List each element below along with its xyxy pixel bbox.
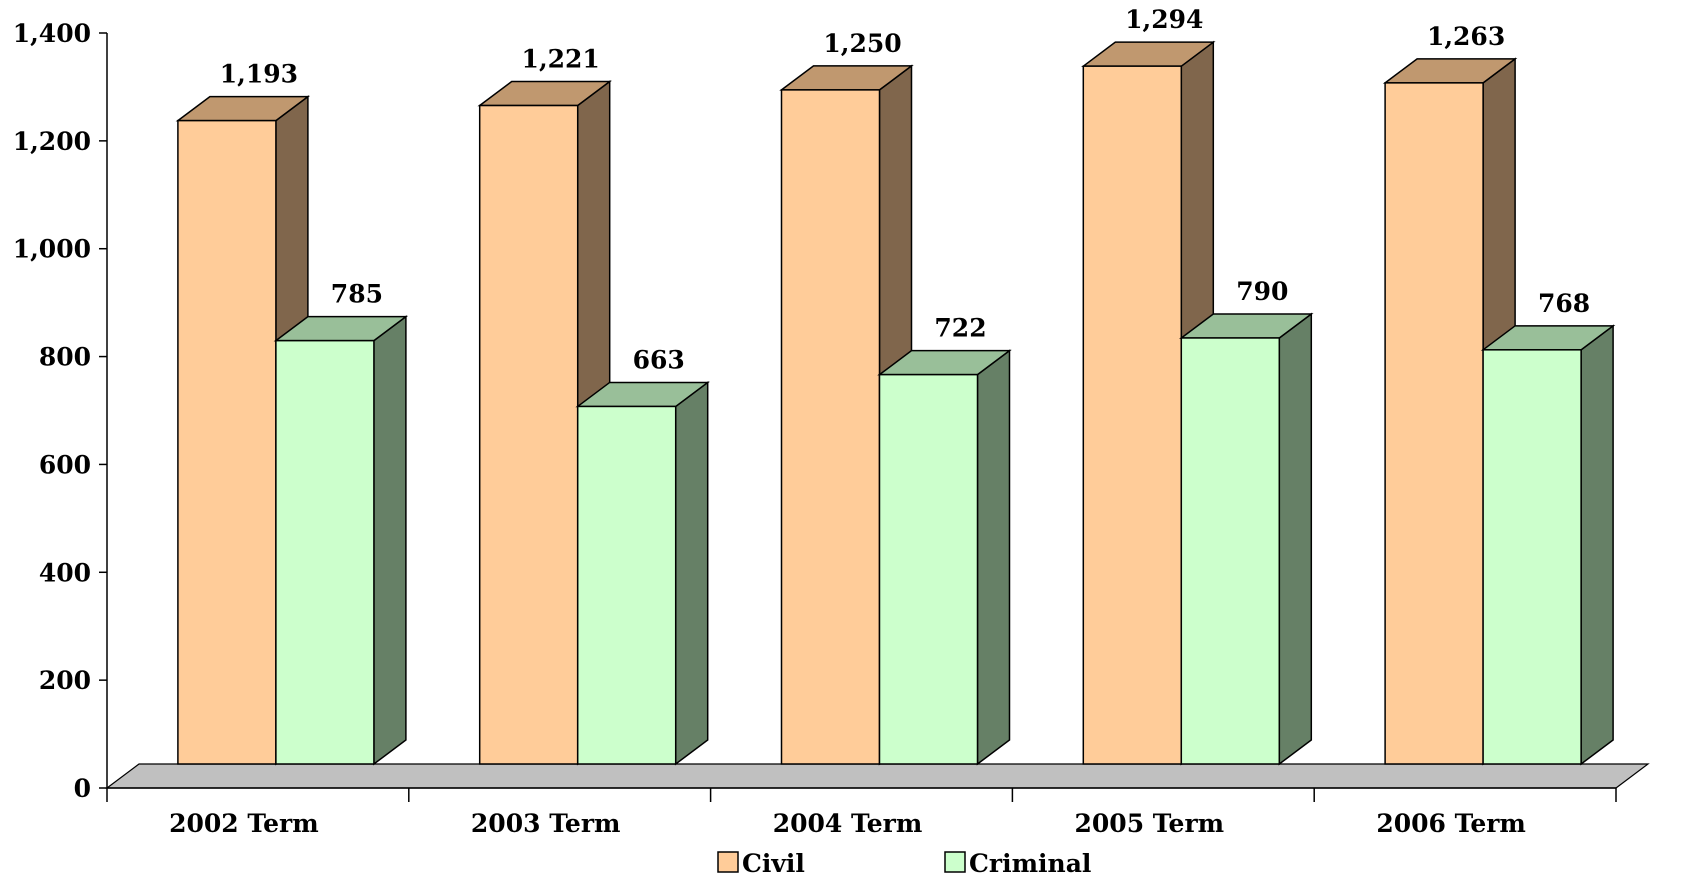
value-label-civil: 1,250 — [823, 29, 901, 58]
value-label-criminal: 768 — [1538, 289, 1590, 318]
y-tick-label: 1,000 — [13, 235, 91, 264]
y-tick-label: 600 — [39, 450, 91, 479]
x-category-label: 2006 Term — [1376, 809, 1526, 838]
bar-front-face — [1482, 349, 1582, 765]
data-labels: 1,193 785 1,221 663 1,250 722 1,294 790 1,263 768 — [220, 5, 1590, 374]
bar-side-face — [373, 315, 407, 766]
bar-side-face — [1580, 324, 1614, 766]
y-tick-label: 0 — [74, 774, 91, 803]
y-tick-label: 200 — [39, 666, 91, 695]
bar-front-face — [478, 104, 579, 765]
bar-criminal-2004-term — [877, 349, 1012, 766]
bar-front-face — [878, 373, 979, 765]
bar-front-face — [1180, 337, 1281, 765]
value-label-criminal: 663 — [633, 345, 685, 374]
y-tick-label: 1,200 — [13, 127, 91, 156]
legend-swatch-civil — [717, 851, 739, 873]
bar-side-face — [1278, 312, 1313, 766]
x-category-label: 2002 Term — [169, 809, 319, 838]
value-label-civil: 1,221 — [522, 45, 600, 74]
bar-front-face — [275, 339, 375, 765]
x-axis: 2002 Term 2003 Term 2004 Term 2005 Term 2006… — [106, 787, 1617, 838]
bar-front-face — [780, 89, 881, 765]
bar-front-face — [177, 119, 277, 765]
chart-floor — [105, 763, 1650, 789]
value-label-criminal: 790 — [1236, 277, 1288, 306]
value-label-civil: 1,294 — [1125, 5, 1203, 34]
bar-criminal-2006-term — [1480, 324, 1616, 766]
bar-front-face — [1082, 65, 1183, 765]
bar-front-face — [1384, 82, 1484, 765]
value-label-criminal: 785 — [331, 280, 383, 309]
legend-label-criminal: Criminal — [969, 849, 1091, 878]
value-label-civil: 1,263 — [1427, 22, 1505, 51]
bars — [175, 40, 1616, 766]
bar-front-face — [576, 405, 677, 765]
legend-swatch-criminal — [944, 851, 966, 873]
x-category-label: 2004 Term — [773, 809, 923, 838]
x-category-label: 2005 Term — [1075, 809, 1225, 838]
bar-side-face — [976, 349, 1011, 766]
bar-criminal-2005-term — [1179, 312, 1314, 766]
y-tick-label: 400 — [39, 558, 91, 587]
y-tick-label: 800 — [39, 343, 91, 372]
bar-criminal-2002-term — [273, 315, 409, 766]
bar-criminal-2003-term — [575, 380, 710, 766]
legend-label-civil: Civil — [742, 849, 805, 878]
y-tick-label: 1,400 — [13, 19, 91, 48]
value-label-criminal: 722 — [934, 314, 986, 343]
bar-civil-2005-term — [1081, 40, 1216, 766]
value-label-civil: 1,193 — [220, 60, 298, 89]
y-axis: 0 200 400 600 800 1,000 1,200 1,400 — [13, 19, 108, 803]
bar-side-face — [674, 380, 709, 766]
legend: Civil Criminal — [717, 849, 1091, 878]
x-category-label: 2003 Term — [471, 809, 621, 838]
floor-plane — [105, 763, 1650, 789]
